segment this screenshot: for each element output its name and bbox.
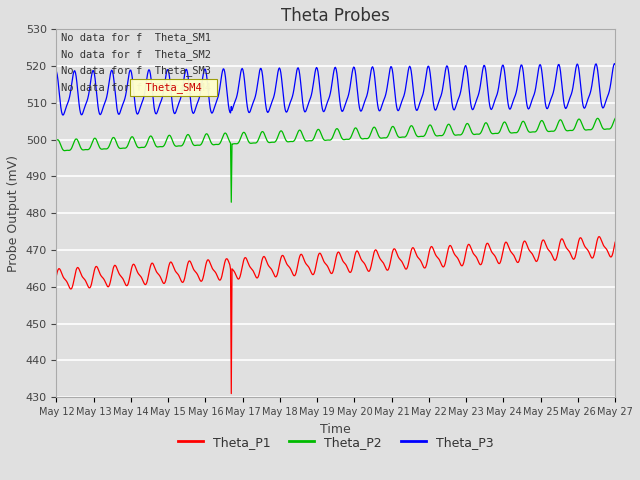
Text: No data for f  Theta_SM4: No data for f Theta_SM4 xyxy=(61,82,211,93)
Title: Theta Probes: Theta Probes xyxy=(282,7,390,25)
Text: No data for f  Theta_SM3: No data for f Theta_SM3 xyxy=(61,65,211,76)
Text: No data for f  Theta_SM1: No data for f Theta_SM1 xyxy=(61,32,211,43)
Y-axis label: Probe Output (mV): Probe Output (mV) xyxy=(7,155,20,272)
Text: No data for f  Theta_SM2: No data for f Theta_SM2 xyxy=(61,49,211,60)
Legend: Theta_P1, Theta_P2, Theta_P3: Theta_P1, Theta_P2, Theta_P3 xyxy=(173,431,499,454)
Text: Theta_SM4: Theta_SM4 xyxy=(133,82,214,93)
X-axis label: Time: Time xyxy=(321,422,351,435)
